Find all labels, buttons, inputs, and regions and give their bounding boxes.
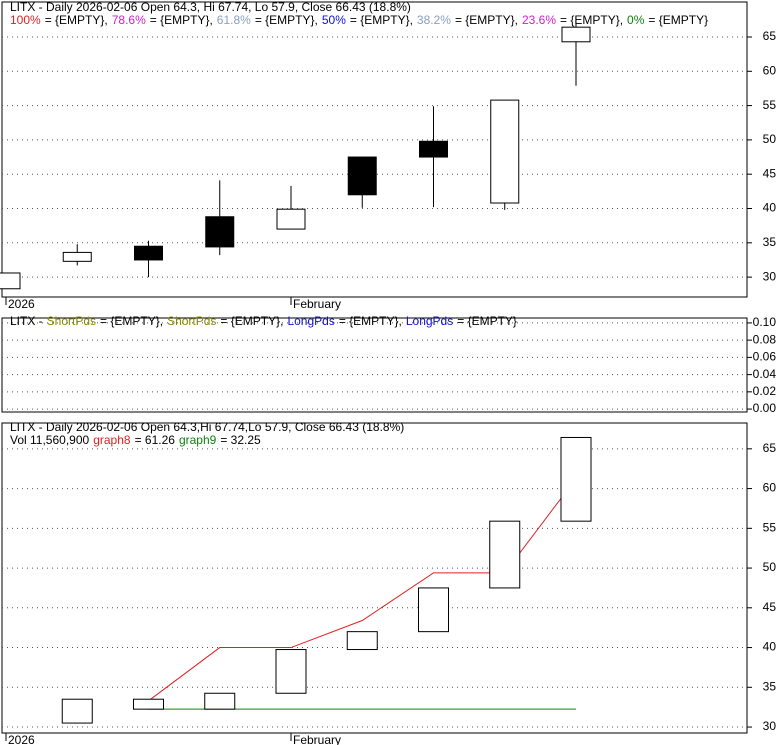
y-tick-label: 55 (763, 98, 777, 112)
candle-body (490, 99, 520, 204)
price-box (61, 698, 93, 724)
legend: Vol 11,560,900 graph8 = 61.26 graph9 = 32.25 (10, 433, 261, 447)
indicator-panel (1, 317, 748, 413)
legend-name: LongPds (406, 314, 453, 328)
legend-title: LITX - (10, 314, 43, 328)
y-tick-label: 65 (763, 441, 777, 455)
legend-value: = {EMPTY}, (100, 314, 163, 328)
legend: LITX - ShortPds = {EMPTY}, ShortPds = {EMPTY… (10, 314, 517, 328)
y-tick-label: 60 (763, 63, 777, 77)
legend-name: 61.8% (217, 13, 251, 27)
legend-name: graph9 (179, 433, 217, 447)
y-tick-label: 35 (763, 679, 777, 693)
candle-body (0, 272, 21, 290)
legend-name: 0% (627, 13, 645, 27)
legend-value: = 32.25 (220, 433, 261, 447)
price-panel (1, 1, 748, 298)
y-tick-label: 30 (763, 269, 777, 283)
y-tick-label: 60 (763, 481, 777, 495)
candle-body (347, 156, 377, 196)
y-tick-label: 55 (763, 520, 777, 534)
y-tick-label: 0.08 (753, 332, 777, 346)
price-box (489, 520, 521, 589)
x-tick-label: 2026 (8, 733, 35, 745)
legend-name: graph8 (93, 433, 131, 447)
legend-value: = {EMPTY}, (339, 314, 402, 328)
y-tick-label: 40 (763, 201, 777, 215)
legend-name: LongPds (287, 314, 334, 328)
x-tick-label: February (293, 733, 341, 745)
candle-body (62, 251, 92, 262)
legend-value: = {EMPTY}, (45, 13, 108, 27)
legend-value: = {EMPTY}, (150, 13, 213, 27)
legend-value: = {EMPTY} (457, 314, 517, 328)
box-panel (1, 422, 748, 734)
legend-value: = 61.26 (135, 433, 176, 447)
y-tick-label: 0.02 (753, 384, 777, 398)
price-box (418, 587, 449, 633)
legend-value: = {EMPTY} (648, 13, 708, 27)
y-tick-label: 0.00 (753, 401, 777, 415)
legend-value: = {EMPTY}, (455, 13, 518, 27)
y-tick-label: 0.04 (753, 367, 777, 381)
y-tick-label: 0.10 (753, 315, 777, 329)
legend-name: ShortPds (167, 314, 216, 328)
y-tick-label: 0.06 (753, 350, 777, 364)
candle-body (134, 245, 163, 261)
legend: 100% = {EMPTY}, 78.6% = {EMPTY}, 61.8% = {EMP… (10, 13, 708, 27)
chart-title: LITX - Daily 2026-02-06 Open 64.3,Hi 67.… (10, 420, 404, 434)
y-tick-label: 65 (763, 29, 777, 43)
y-tick-label: 50 (763, 560, 777, 574)
price-box (275, 649, 307, 694)
y-tick-label: 40 (763, 640, 777, 654)
legend-name: ShortPds (47, 314, 96, 328)
chart-title: LITX - Daily 2026-02-06 Open 64.3, Hi 67… (10, 0, 411, 14)
legend-value: = {EMPTY}, (220, 314, 283, 328)
legend-name: 78.6% (112, 13, 146, 27)
candle-body (276, 208, 306, 230)
x-tick-label: 2026 (8, 297, 35, 311)
legend-name: 23.6% (522, 13, 556, 27)
y-tick-label: 35 (763, 235, 777, 249)
legend-title: Vol 11,560,900 (10, 433, 90, 447)
legend-value: = {EMPTY}, (350, 13, 413, 27)
legend-name: 50% (322, 13, 346, 27)
legend-name: 100% (10, 13, 41, 27)
legend-value: = {EMPTY}, (560, 13, 623, 27)
x-tick-label: February (293, 297, 341, 311)
price-box (560, 436, 592, 522)
candle-body (205, 216, 235, 248)
y-tick-label: 50 (763, 132, 777, 146)
candle-body (419, 140, 448, 158)
y-tick-label: 45 (763, 166, 777, 180)
series-line (148, 478, 577, 702)
candle-body (561, 26, 591, 43)
y-tick-label: 45 (763, 600, 777, 614)
price-box (346, 631, 378, 651)
price-box (133, 698, 164, 710)
legend-name: 38.2% (417, 13, 451, 27)
legend-value: = {EMPTY}, (255, 13, 318, 27)
y-tick-label: 30 (763, 719, 777, 733)
price-box (204, 692, 236, 710)
